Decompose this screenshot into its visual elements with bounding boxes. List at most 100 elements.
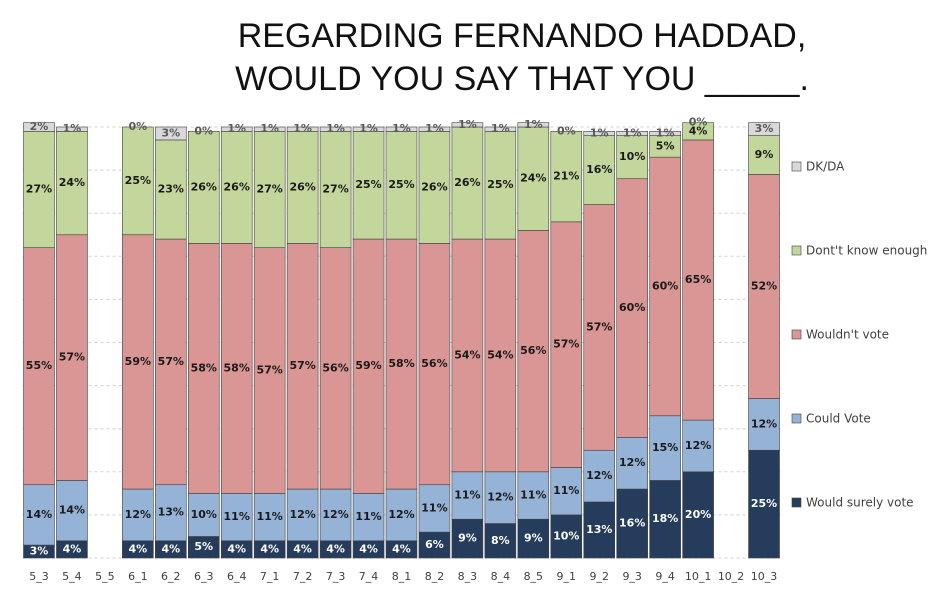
data-label: 12% [388, 508, 414, 521]
bar-segment [155, 139, 187, 240]
bar-segment [616, 488, 648, 559]
bar-segment [56, 480, 88, 542]
x-tick-label: 8_2 [425, 570, 445, 583]
bar-segment [23, 247, 55, 486]
chart-title: WOULD YOU SAY THAT YOU _____. [235, 60, 809, 98]
bar-segment [56, 126, 88, 132]
data-label: 1% [524, 118, 543, 131]
data-label: 1% [293, 122, 312, 135]
bar-segment [56, 234, 88, 481]
bar-segment [352, 493, 385, 542]
data-label: 26% [454, 176, 480, 189]
bar-segment [253, 131, 286, 248]
x-tick-label: 10_3 [751, 570, 778, 583]
data-label: 4% [260, 542, 279, 555]
x-tick-label: 6_4 [227, 570, 247, 583]
x-tick-label: 7_1 [260, 570, 280, 583]
x-tick-label: 7_2 [293, 570, 313, 583]
data-label: 16% [586, 163, 612, 176]
data-label: 10% [553, 529, 579, 542]
data-label: 12% [751, 417, 777, 430]
bar-segment [187, 493, 220, 537]
data-label: 26% [191, 180, 217, 193]
data-label: 60% [619, 301, 645, 314]
data-label: 1% [491, 122, 510, 135]
x-tick-label: 5_4 [62, 570, 82, 583]
data-label: 6% [425, 538, 444, 551]
data-label: 65% [685, 273, 711, 286]
bar-segment [385, 131, 418, 240]
bar-segment [616, 178, 648, 438]
bar-segment [616, 135, 648, 180]
bar-segment [748, 398, 780, 451]
data-label: 11% [553, 484, 579, 497]
data-label: 16% [619, 517, 645, 530]
bar-segment [286, 126, 319, 132]
data-label: 57% [158, 355, 184, 368]
x-tick-label: 6_3 [194, 570, 214, 583]
data-label: 9% [458, 532, 477, 545]
data-label: 4% [63, 542, 82, 555]
legend-swatch [791, 329, 802, 340]
bar-segment [682, 139, 714, 421]
data-label: 54% [487, 348, 513, 361]
bar-segment [187, 131, 220, 244]
bar-segment [583, 501, 616, 559]
legend-swatch [791, 245, 802, 256]
bar-segment [23, 484, 55, 546]
data-label: 1% [359, 122, 378, 135]
data-label: 1% [326, 122, 345, 135]
data-label: 1% [590, 126, 609, 139]
bar-segment [517, 518, 550, 559]
data-label: 59% [355, 359, 381, 372]
x-tick-label: 6_2 [161, 570, 181, 583]
bar-segment [155, 126, 187, 141]
data-label: 1% [425, 122, 444, 135]
data-label: 25% [751, 497, 777, 510]
bar-segment [682, 471, 714, 559]
bar-segment [155, 484, 187, 542]
bar-segment [649, 156, 681, 417]
data-label: 3% [30, 545, 49, 558]
x-tick-label: 10_1 [685, 570, 712, 583]
bar-segment [550, 514, 583, 559]
data-label: 59% [125, 355, 151, 368]
data-label: 5% [656, 139, 675, 152]
data-label: 4% [689, 124, 708, 137]
bar-segment [451, 122, 484, 128]
bar-segment [220, 493, 253, 542]
bar-segment [253, 247, 286, 494]
data-label: 1% [227, 122, 246, 135]
data-label: 1% [260, 122, 279, 135]
data-label: 12% [289, 508, 315, 521]
bar-segment [352, 126, 385, 132]
data-label: 4% [161, 542, 180, 555]
data-label: 1% [392, 122, 411, 135]
data-label: 3% [161, 126, 180, 139]
bar-segment [286, 243, 319, 490]
data-label: 11% [257, 510, 283, 523]
data-label: 56% [322, 361, 348, 374]
x-tick-label: 5_3 [29, 570, 49, 583]
data-label: 26% [224, 180, 250, 193]
data-label: 10% [191, 508, 217, 521]
data-label: 14% [26, 508, 52, 521]
bar-segment [418, 243, 451, 486]
bar-segment [122, 126, 154, 236]
bar-segment [220, 126, 253, 132]
bar-segment [748, 122, 780, 136]
data-label: 58% [224, 361, 250, 374]
x-tick-label: 9_4 [655, 570, 675, 583]
legend-label: Dont't know enough [806, 244, 927, 258]
bar-segment [385, 488, 418, 542]
legend-swatch [791, 497, 802, 508]
data-label: 57% [553, 338, 579, 351]
bar-segment [418, 131, 451, 244]
bar-segment [418, 484, 451, 533]
data-label: 0% [689, 116, 708, 129]
data-label: 1% [656, 126, 675, 139]
bar-segment [220, 243, 253, 494]
bar-segment [649, 131, 681, 136]
x-tick-label: 10_2 [718, 570, 745, 583]
data-label: 4% [129, 542, 148, 555]
